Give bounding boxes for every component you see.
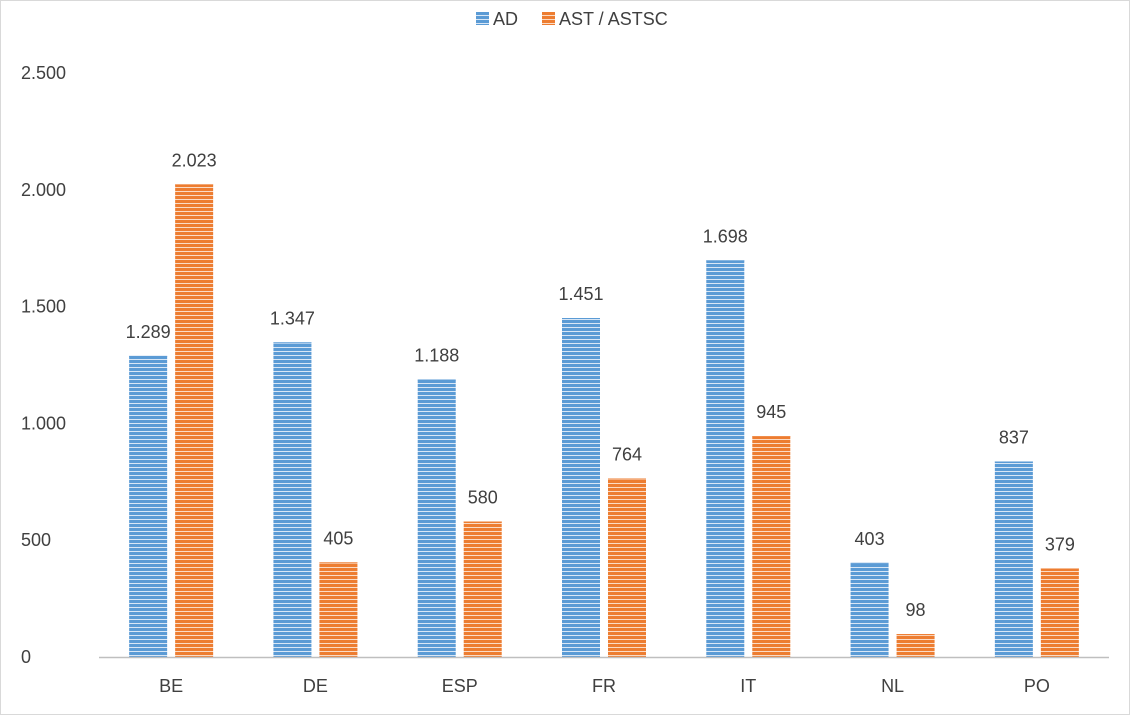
bar-ad-po: [994, 461, 1033, 657]
x-category-label: BE: [159, 676, 183, 696]
x-category-label: IT: [740, 676, 756, 696]
legend-label-ad: AD: [493, 9, 518, 29]
data-label-ast-astsc-po: 379: [1045, 534, 1075, 554]
y-tick-label: 500: [21, 530, 51, 550]
bar-ast-astsc-it: [752, 436, 791, 657]
y-tick-label: 2.500: [21, 63, 66, 83]
bar-ast-astsc-esp: [463, 521, 502, 657]
y-tick-label: 2.000: [21, 180, 66, 200]
bar-ad-nl: [850, 562, 889, 657]
bar-ast-astsc-nl: [896, 634, 935, 657]
data-label-ast-astsc-fr: 764: [612, 445, 642, 465]
data-label-ad-de: 1.347: [270, 308, 315, 328]
legend: AD AST / ASTSC: [476, 9, 668, 29]
legend-label-ast-astsc: AST / ASTSC: [559, 9, 668, 29]
x-category-label: DE: [303, 676, 328, 696]
data-label-ast-astsc-de: 405: [323, 528, 353, 548]
data-label-ast-astsc-nl: 98: [906, 600, 926, 620]
x-category-label: FR: [592, 676, 616, 696]
x-category-label: ESP: [442, 676, 478, 696]
data-label-ad-fr: 1.451: [558, 284, 603, 304]
data-label-ast-astsc-esp: 580: [468, 488, 498, 508]
bar-ast-astsc-po: [1040, 568, 1079, 657]
bar-ad-esp: [417, 379, 456, 657]
y-tick-label: 1.500: [21, 297, 66, 317]
data-label-ast-astsc-be: 2.023: [172, 150, 217, 170]
bar-ad-it: [706, 260, 745, 657]
data-labels: 1.289 2.023 1.347 405 1.188 580 1.451 764 1.698 9…: [126, 150, 1075, 620]
bar-ast-astsc-be: [175, 184, 214, 658]
y-tick-label: 1.000: [21, 413, 66, 433]
legend-swatch-ast-astsc: [542, 12, 555, 25]
category-labels: BE DE ESP FR IT NL PO: [159, 676, 1050, 696]
bar-ast-astsc-de: [319, 562, 358, 657]
data-label-ad-esp: 1.188: [414, 345, 459, 365]
data-label-ast-astsc-it: 945: [756, 402, 786, 422]
data-label-ad-it: 1.698: [703, 226, 748, 246]
bars: [129, 184, 1079, 658]
y-tick-label: 0: [21, 647, 31, 667]
y-axis-ticks: 0 500 1.000 1.500 2.000 2.500: [21, 63, 66, 667]
x-category-label: NL: [881, 676, 904, 696]
x-category-label: PO: [1024, 676, 1050, 696]
legend-swatch-ad: [476, 12, 489, 25]
bar-ad-be: [129, 355, 168, 657]
data-label-ad-be: 1.289: [126, 322, 171, 342]
bar-ast-astsc-fr: [608, 478, 646, 657]
bar-ad-fr: [562, 318, 600, 657]
data-label-ad-nl: 403: [855, 529, 885, 549]
data-label-ad-po: 837: [999, 427, 1029, 447]
bar-ad-de: [273, 342, 312, 657]
